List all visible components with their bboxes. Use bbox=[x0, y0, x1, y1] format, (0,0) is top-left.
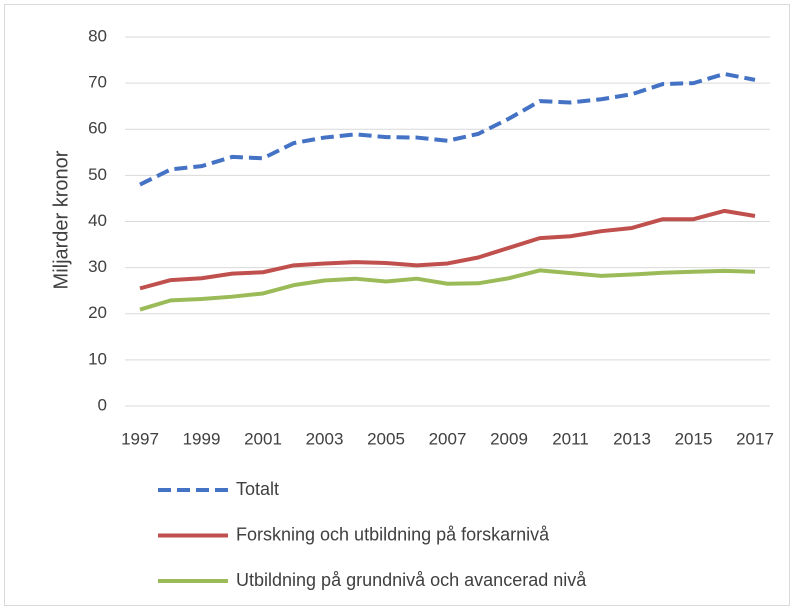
y-axis-label: Miljarder kronor bbox=[50, 150, 72, 289]
legend-label: Utbildning på grundnivå och avancerad ni… bbox=[236, 570, 587, 590]
y-tick-label: 10 bbox=[88, 349, 107, 368]
legend-label: Totalt bbox=[236, 479, 279, 499]
x-tick-label: 2007 bbox=[429, 429, 467, 448]
y-tick-label: 70 bbox=[88, 73, 107, 92]
x-tick-label: 2005 bbox=[367, 429, 405, 448]
x-tick-label: 2013 bbox=[613, 429, 651, 448]
y-tick-label: 40 bbox=[88, 211, 107, 230]
y-tick-label: 50 bbox=[88, 165, 107, 184]
y-tick-label: 20 bbox=[88, 303, 107, 322]
x-tick-label: 2011 bbox=[552, 429, 589, 448]
x-tick-label: 2003 bbox=[306, 429, 344, 448]
y-tick-label: 60 bbox=[88, 119, 107, 138]
chart-border bbox=[4, 4, 790, 606]
x-tick-label: 2017 bbox=[736, 429, 774, 448]
series-line bbox=[139, 268, 756, 312]
y-tick-label: 0 bbox=[98, 395, 107, 414]
y-tick-label: 30 bbox=[88, 257, 107, 276]
series-line bbox=[139, 71, 756, 187]
x-tick-label: 2015 bbox=[675, 429, 713, 448]
x-tick-label: 2001 bbox=[244, 429, 282, 448]
x-tick-label: 1999 bbox=[183, 429, 221, 448]
x-tick-label: 2009 bbox=[490, 429, 528, 448]
x-tick-label: 1997 bbox=[121, 429, 159, 448]
series-line bbox=[139, 208, 756, 291]
y-tick-label: 80 bbox=[88, 26, 107, 45]
legend-label: Forskning och utbildning på forskarnivå bbox=[236, 524, 550, 544]
